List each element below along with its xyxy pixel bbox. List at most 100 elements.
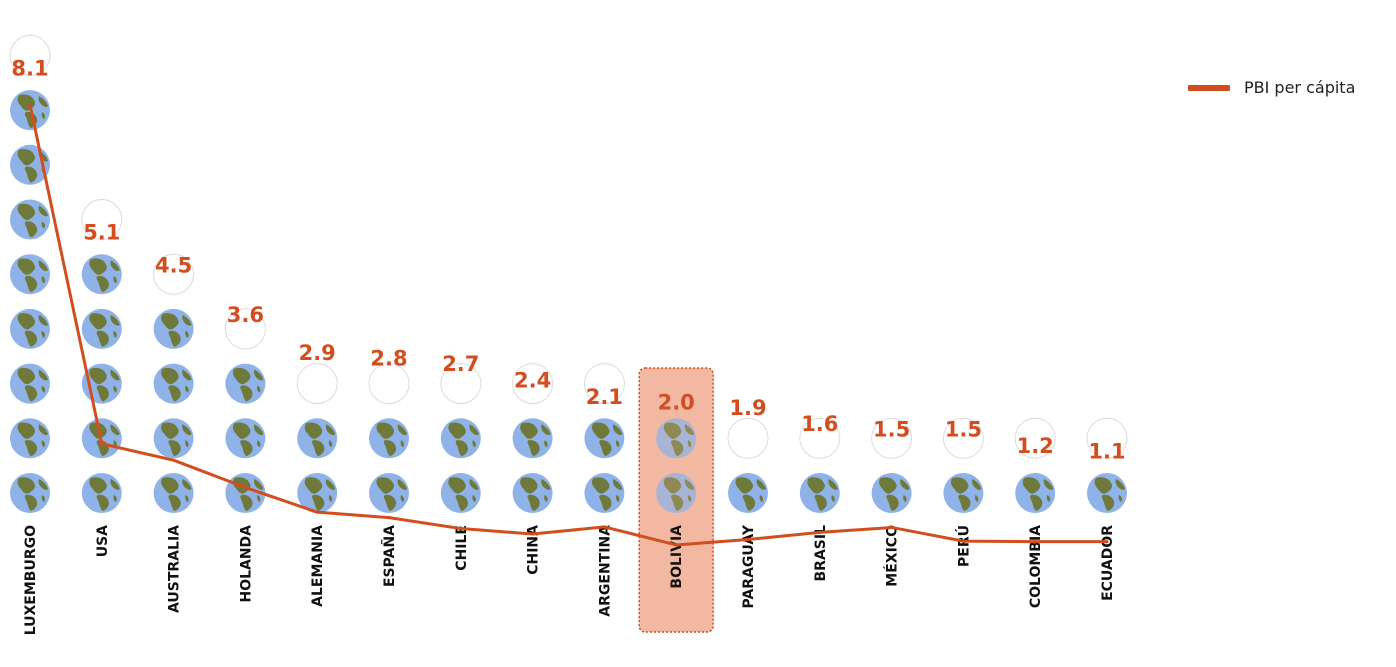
partial-globe-icon [9, 34, 51, 76]
series-point [1033, 540, 1037, 544]
globe-icon [656, 418, 697, 459]
globe-icon [10, 308, 50, 349]
legend-swatch [1188, 84, 1230, 91]
globe-icon [225, 418, 266, 459]
value-label: 2.0 [658, 390, 695, 414]
series-point [387, 516, 391, 520]
value-label: 1.5 [945, 418, 982, 442]
globe-icon [225, 363, 266, 404]
globe-icon [799, 473, 840, 513]
globe-icon [10, 254, 50, 295]
series-line [28, 104, 1107, 547]
country-label: MÉXICO [884, 525, 901, 587]
globe-icon [369, 473, 409, 513]
globe-icon [512, 418, 553, 459]
globe-icon [10, 418, 50, 459]
partial-globe-icon [1014, 417, 1056, 459]
series-point [172, 458, 176, 462]
globe-icon [512, 473, 553, 513]
value-label: 2.9 [299, 341, 336, 365]
country-label: ECUADOR [1100, 525, 1116, 601]
partial-globe-icon [440, 363, 482, 405]
partial-globe-icon [871, 417, 913, 459]
country-label: ESPAÑA [381, 525, 398, 587]
globe-icon [871, 473, 912, 513]
country-label: AUSTRALIA [167, 525, 183, 613]
globe-icon [1015, 473, 1056, 513]
labels-layer: 8.1 LUXEMBURGO 5.1 USA 4.5 AUSTRALIA 3.6 HOLAND… [11, 57, 1125, 636]
country-label: LUXEMBURGO [23, 525, 39, 635]
series-point [243, 485, 247, 490]
globe-icon [10, 473, 50, 513]
value-label: 2.1 [586, 385, 623, 409]
value-label: 3.6 [227, 303, 264, 327]
globe-icon [728, 473, 768, 513]
value-label: 4.5 [155, 254, 192, 278]
partial-globe-icon [81, 199, 123, 240]
globe-icon [656, 473, 697, 513]
globe-icon [1087, 473, 1127, 513]
country-label: PARAGUAY [741, 524, 757, 608]
value-label: 1.1 [1088, 440, 1125, 464]
series-point [315, 510, 319, 514]
country-label: BRASIL [813, 525, 829, 582]
country-label: BOLIVIA [669, 525, 685, 589]
partial-globe-icon [583, 363, 625, 405]
partial-globe-icon [153, 253, 195, 295]
partial-globe-icon [512, 363, 554, 405]
globes-layer [9, 34, 1128, 513]
country-label: PERÚ [954, 525, 972, 567]
partial-globe-icon [368, 363, 410, 405]
value-label: 8.1 [11, 57, 48, 81]
value-label: 1.2 [1017, 434, 1054, 458]
value-label: 2.8 [370, 347, 407, 371]
country-label: COLOMBIA [1028, 525, 1044, 608]
series-point [531, 532, 535, 536]
series-point [100, 442, 104, 446]
globe-icon [153, 418, 194, 459]
country-label: ARGENTINA [597, 525, 613, 617]
country-label: HOLANDA [238, 525, 254, 603]
value-label: 5.1 [83, 221, 120, 245]
value-label: 1.9 [729, 396, 766, 420]
series-point [961, 539, 966, 543]
value-label: 2.4 [514, 368, 551, 392]
globe-icon [440, 418, 481, 459]
globe-icon [81, 254, 122, 295]
globe-icon [81, 473, 122, 513]
country-label: CHILE [454, 525, 470, 571]
country-label: ALEMANIA [310, 525, 326, 607]
globe-icon [584, 418, 625, 459]
globe-icon [81, 308, 122, 349]
globe-icon [943, 473, 984, 513]
line-layer [28, 103, 1109, 547]
globe-icon [297, 418, 338, 459]
series-point [674, 543, 678, 547]
legend: PBI per cápita [1188, 78, 1355, 97]
value-label: 1.6 [801, 412, 838, 436]
partial-globe-icon [1086, 417, 1128, 459]
partial-globe-icon [727, 417, 769, 459]
globe-icon [153, 308, 194, 349]
partial-globe-icon [296, 363, 338, 405]
partial-globe-icon [224, 308, 266, 350]
value-label: 2.7 [442, 352, 479, 376]
series-point [818, 530, 822, 534]
legend-label: PBI per cápita [1244, 78, 1356, 97]
globe-icon [153, 363, 194, 404]
country-label: CHINA [526, 525, 542, 575]
series-point [459, 526, 463, 531]
country-label: USA [95, 525, 111, 557]
globe-icon [369, 418, 409, 459]
partial-globe-icon [799, 417, 841, 459]
series-point [602, 525, 607, 529]
globe-icon [153, 473, 194, 513]
series-point [890, 525, 894, 530]
globe-icon [440, 473, 481, 513]
globe-icon [10, 199, 50, 240]
partial-globe-icon [942, 417, 984, 459]
value-label: 1.5 [873, 418, 910, 442]
globe-icon [10, 363, 50, 404]
series-point [1105, 540, 1109, 544]
